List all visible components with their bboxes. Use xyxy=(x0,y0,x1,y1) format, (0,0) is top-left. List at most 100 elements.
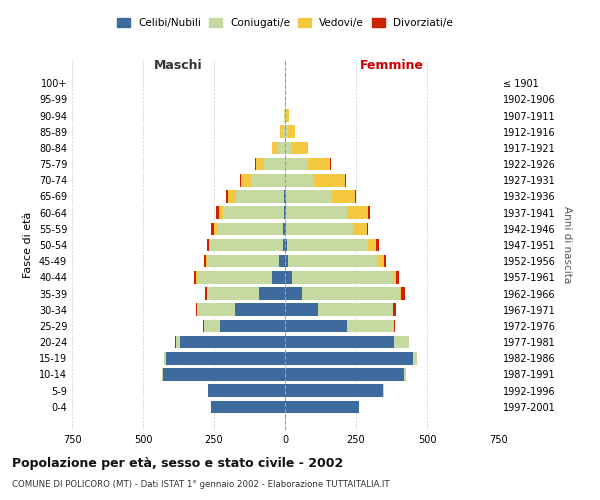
Bar xyxy=(285,126,288,138)
Bar xyxy=(176,336,180,348)
Bar xyxy=(286,109,289,122)
Bar xyxy=(208,384,285,397)
Bar xyxy=(206,238,209,252)
Bar xyxy=(292,271,393,283)
Bar xyxy=(256,158,264,170)
Bar xyxy=(220,320,285,332)
Bar xyxy=(211,400,285,413)
Bar xyxy=(394,320,395,332)
Bar xyxy=(227,190,236,203)
Bar xyxy=(211,238,283,252)
Text: Femmine: Femmine xyxy=(359,59,424,72)
Bar xyxy=(211,222,214,235)
Bar xyxy=(286,222,353,235)
Bar xyxy=(164,352,166,364)
Bar xyxy=(285,352,413,364)
Bar xyxy=(285,271,292,283)
Bar xyxy=(394,336,409,348)
Bar xyxy=(251,174,285,186)
Bar xyxy=(285,109,286,122)
Text: Popolazione per età, sesso e stato civile - 2002: Popolazione per età, sesso e stato civil… xyxy=(12,458,343,470)
Bar xyxy=(204,255,206,268)
Bar xyxy=(272,142,278,154)
Bar xyxy=(218,206,223,219)
Bar xyxy=(166,352,285,364)
Legend: Celibi/Nubili, Coniugati/e, Vedovi/e, Divorziati/e: Celibi/Nubili, Coniugati/e, Vedovi/e, Di… xyxy=(113,14,457,32)
Bar xyxy=(400,287,401,300)
Bar xyxy=(194,271,196,283)
Bar xyxy=(285,142,292,154)
Bar xyxy=(347,206,368,219)
Bar xyxy=(272,271,285,283)
Bar xyxy=(180,336,285,348)
Bar xyxy=(259,287,285,300)
Bar xyxy=(284,206,285,219)
Bar xyxy=(196,304,197,316)
Bar xyxy=(283,126,285,138)
Bar xyxy=(214,222,217,235)
Bar xyxy=(368,238,376,252)
Bar xyxy=(285,206,286,219)
Bar xyxy=(285,320,347,332)
Bar xyxy=(413,352,417,364)
Bar xyxy=(286,190,332,203)
Bar xyxy=(207,287,259,300)
Bar xyxy=(368,206,370,219)
Bar xyxy=(367,222,368,235)
Bar xyxy=(285,368,404,381)
Bar xyxy=(283,222,285,235)
Y-axis label: Anni di nascita: Anni di nascita xyxy=(562,206,572,284)
Y-axis label: Fasce di età: Fasce di età xyxy=(23,212,33,278)
Bar xyxy=(236,190,284,203)
Bar xyxy=(226,190,227,203)
Bar xyxy=(285,384,383,397)
Bar xyxy=(393,271,396,283)
Bar xyxy=(209,238,211,252)
Bar xyxy=(314,174,345,186)
Bar xyxy=(163,368,285,381)
Bar xyxy=(264,158,285,170)
Bar xyxy=(285,174,314,186)
Bar xyxy=(378,255,383,268)
Bar xyxy=(308,158,331,170)
Bar xyxy=(197,304,235,316)
Bar xyxy=(205,287,207,300)
Bar xyxy=(285,238,287,252)
Bar xyxy=(355,190,356,203)
Bar xyxy=(394,304,396,316)
Bar xyxy=(207,255,280,268)
Bar xyxy=(280,126,283,138)
Bar xyxy=(289,255,378,268)
Bar xyxy=(223,206,284,219)
Bar xyxy=(288,126,295,138)
Bar xyxy=(285,158,308,170)
Bar xyxy=(285,336,394,348)
Bar xyxy=(286,206,347,219)
Bar xyxy=(292,142,308,154)
Bar xyxy=(376,238,379,252)
Text: COMUNE DI POLICORO (MT) - Dati ISTAT 1° gennaio 2002 - Elaborazione TUTTAITALIA.: COMUNE DI POLICORO (MT) - Dati ISTAT 1° … xyxy=(12,480,389,489)
Bar xyxy=(401,287,405,300)
Bar xyxy=(404,368,406,381)
Bar xyxy=(285,255,289,268)
Bar xyxy=(241,174,251,186)
Bar xyxy=(332,190,355,203)
Bar xyxy=(284,109,285,122)
Bar xyxy=(347,320,394,332)
Bar xyxy=(302,287,400,300)
Bar xyxy=(216,206,218,219)
Bar xyxy=(287,238,368,252)
Bar xyxy=(204,320,220,332)
Bar xyxy=(280,255,285,268)
Bar xyxy=(285,287,302,300)
Bar xyxy=(240,174,241,186)
Bar xyxy=(217,222,283,235)
Bar xyxy=(197,271,272,283)
Text: Maschi: Maschi xyxy=(154,59,203,72)
Bar xyxy=(285,400,359,413)
Bar xyxy=(345,174,346,186)
Bar xyxy=(235,304,285,316)
Bar xyxy=(353,222,367,235)
Bar xyxy=(317,304,393,316)
Bar xyxy=(278,142,285,154)
